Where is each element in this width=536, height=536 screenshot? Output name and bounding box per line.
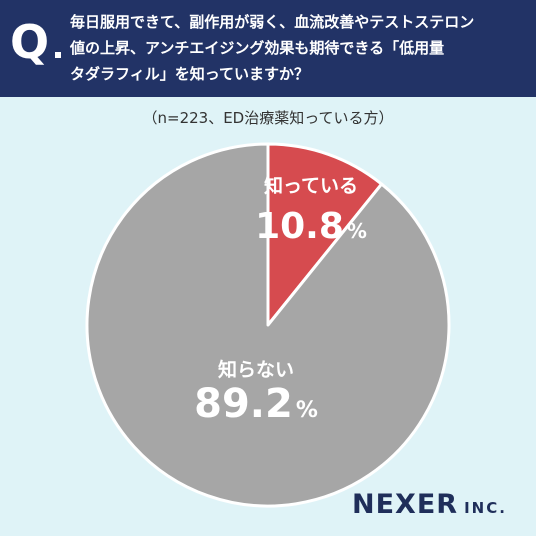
question-text: 毎日服用できて、副作用が弱く、血流改善やテストステロン 値の上昇、アンチエイジン… <box>70 9 526 87</box>
slice-value-number-1: 10.8 <box>255 206 344 247</box>
question-line-1: 毎日服用できて、副作用が弱く、血流改善やテストステロン <box>70 13 475 31</box>
slice-value-unit-2: % <box>296 398 318 423</box>
q-dot <box>55 52 61 58</box>
question-line-3: タダラフィル」を知っていますか？ <box>70 65 309 83</box>
slice-value-2: 89.2% <box>194 381 318 427</box>
slice-label-2: 知らない <box>218 358 294 381</box>
question-header: Q 毎日服用できて、副作用が弱く、血流改善やテストステロン 値の上昇、アンチエイ… <box>0 0 536 97</box>
sample-note: （n=223、ED治療薬知っている方） <box>142 109 394 127</box>
slice-value-number-2: 89.2 <box>194 381 293 427</box>
slice-label-1: 知っている <box>264 174 358 197</box>
q-mark: Q <box>10 15 50 69</box>
slice-value-1: 10.8% <box>255 206 367 247</box>
logo-main: NEXER <box>352 489 459 520</box>
question-line-2: 値の上昇、アンチエイジング効果も期待できる「低用量 <box>70 39 445 57</box>
pie-slice-1 <box>266 142 384 327</box>
nexer-logo: NEXER INC. <box>352 489 507 524</box>
slice-value-unit-1: % <box>347 219 367 243</box>
pie-slice-2 <box>85 142 451 508</box>
logo-suffix: INC. <box>464 499 507 517</box>
